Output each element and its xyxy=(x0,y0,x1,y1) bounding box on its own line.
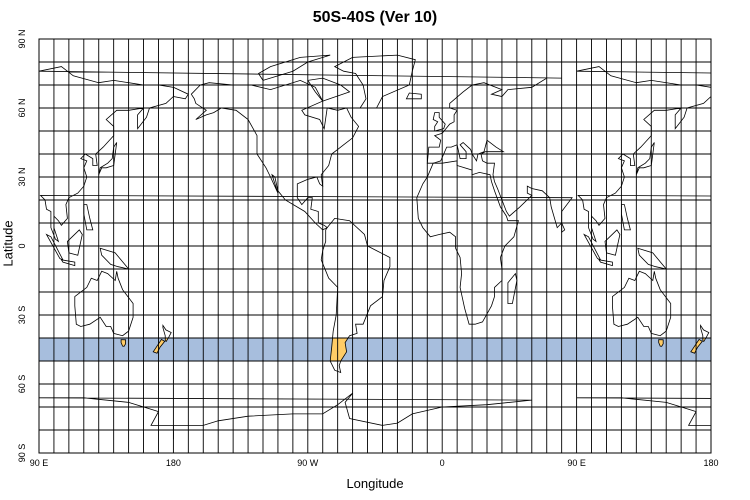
land-highlight-antarctica xyxy=(577,393,750,439)
land-in-band-layer xyxy=(121,55,750,439)
x-axis-label: Longitude xyxy=(346,476,404,491)
coastline-south-america xyxy=(320,217,391,374)
coastline-britain xyxy=(432,112,446,132)
lat-tick-label: 60 N xyxy=(17,98,27,118)
coastline-chukotka xyxy=(710,86,711,97)
land-highlight-south-america xyxy=(330,338,349,361)
lon-tick-label: 180 xyxy=(165,458,181,468)
coastline-north-america xyxy=(190,79,360,231)
lat-tick-label: 90 S xyxy=(17,443,27,463)
lon-tick-label: 0 xyxy=(439,458,445,468)
lon-tick-label: 90 E xyxy=(567,458,586,468)
coastline-nz-north xyxy=(700,324,710,342)
coastline-tasmania xyxy=(120,339,126,347)
coastline-new-guinea xyxy=(637,247,668,270)
coastline-chukotka xyxy=(173,86,189,100)
coastline-australia xyxy=(612,270,672,337)
map-title: 50S-40S (Ver 10) xyxy=(312,9,438,26)
coastline-nz-north xyxy=(162,324,172,342)
coastline-japan xyxy=(635,142,655,175)
coastline-java xyxy=(598,259,613,267)
highlight-band xyxy=(39,338,711,361)
coastline-layer xyxy=(39,54,750,440)
coastline-greenland xyxy=(333,54,416,109)
lon-tick-label: 90 W xyxy=(297,458,319,468)
coastline-antarctica xyxy=(576,397,711,440)
coastline-tasmania xyxy=(658,339,664,347)
lon-tick-label: 180 xyxy=(703,458,719,468)
coastline-new-guinea xyxy=(99,247,130,270)
coastline-philippines xyxy=(83,204,94,231)
lat-tick-label: 30 N xyxy=(17,167,27,187)
coastline-nz-south xyxy=(152,338,166,354)
lat-tick-label: 60 S xyxy=(17,374,27,394)
coastline-north-america xyxy=(729,80,750,230)
coastline-nz-south xyxy=(690,338,703,354)
coastline-japan xyxy=(98,142,118,175)
coastline-australia xyxy=(74,270,134,337)
land-highlight-north-america xyxy=(191,80,358,230)
coastline-eurasia xyxy=(39,66,573,243)
lat-tick-label: 30 S xyxy=(17,305,27,325)
map-frame xyxy=(38,38,712,454)
coastline-baffin xyxy=(307,77,351,102)
coastline-africa xyxy=(416,160,519,325)
coastline-java xyxy=(60,259,76,267)
land-highlight-africa xyxy=(417,161,519,324)
coastline-philippines xyxy=(621,204,631,231)
land-highlight-nz-south xyxy=(153,339,165,354)
coastline-sri-lanka xyxy=(561,222,566,234)
coastline-iceland xyxy=(405,92,422,100)
coastline-eurasia xyxy=(576,66,711,243)
land-highlight-nz-south xyxy=(690,339,703,354)
coastline-antarctica xyxy=(39,392,532,440)
coastline-borneo xyxy=(604,229,621,256)
lon-tick-label: 90 E xyxy=(29,458,49,468)
lat-tick-label: 90 N xyxy=(17,29,27,49)
y-axis-label: Latitude xyxy=(0,220,16,267)
coastline-borneo xyxy=(66,229,83,256)
lat-tick-label: 0 xyxy=(17,243,27,249)
coastline-madagascar xyxy=(507,272,518,304)
coastline-arctic-islands xyxy=(257,54,331,81)
land-highlight-greenland xyxy=(335,55,416,108)
